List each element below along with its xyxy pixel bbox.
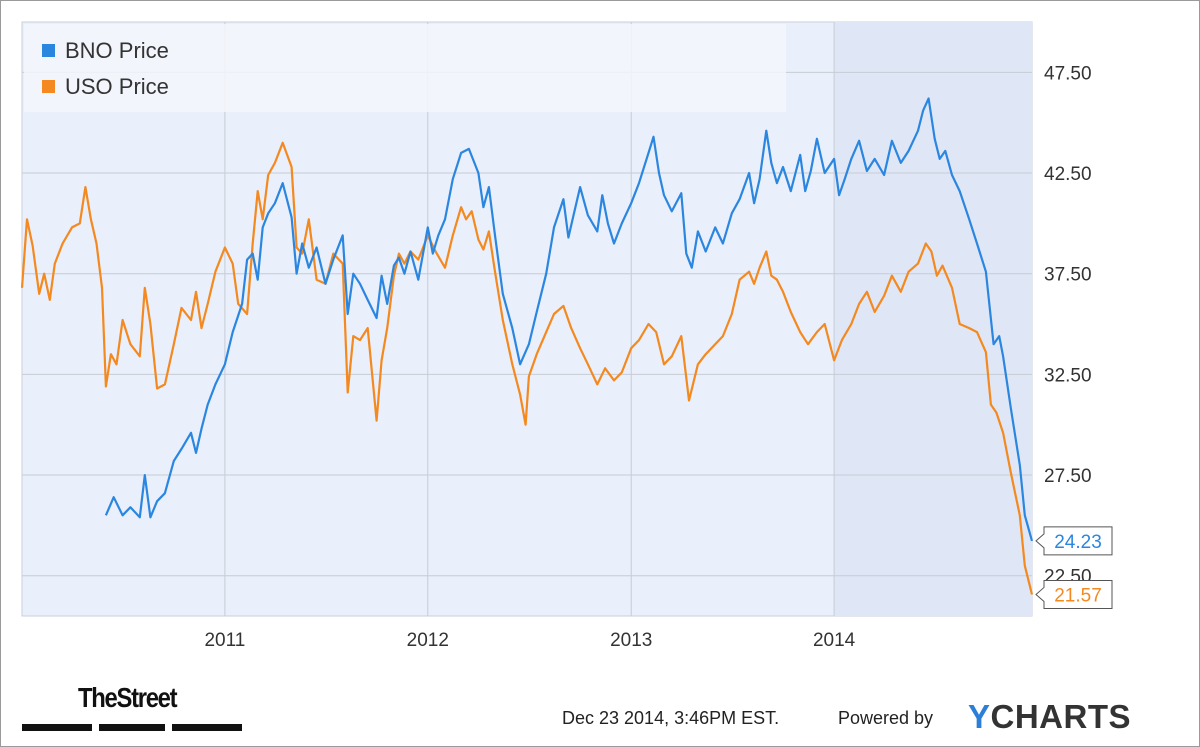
y-tick-label: 47.50 — [1044, 63, 1092, 84]
callout-value: 24.23 — [1054, 532, 1102, 553]
powered-by-text: Powered by — [838, 708, 934, 728]
callout-layer: 24.23 21.57 — [1035, 526, 1113, 609]
x-tick-label: 2014 — [813, 630, 856, 651]
logo-bar — [172, 724, 242, 731]
x-tick-label: 2013 — [610, 630, 652, 651]
ycharts-logo[interactable]: YCHARTS — [968, 698, 1132, 735]
legend-item-bno[interactable]: BNO Price — [42, 38, 169, 64]
y-tick-label: 27.50 — [1044, 466, 1092, 487]
x-tick-label: 2011 — [204, 630, 245, 651]
legend-backdrop — [24, 24, 786, 112]
x-tick-label: 2012 — [407, 630, 449, 651]
legend-item-uso[interactable]: USO Price — [42, 74, 169, 100]
legend-label-bno: BNO Price — [65, 38, 169, 63]
y-tick-label: 42.50 — [1044, 164, 1092, 185]
series-layer — [20, 97, 1034, 595]
y-tick-label: 32.50 — [1044, 365, 1092, 386]
legend-swatch-bno — [42, 44, 55, 57]
series-line-uso — [20, 141, 1034, 595]
callout-box — [1035, 579, 1113, 609]
callout-value: 21.57 — [1054, 585, 1102, 606]
timestamp-text: Dec 23 2014, 3:46PM EST. — [562, 708, 780, 728]
logo-bar — [22, 724, 92, 731]
last-value-callout-bno: 24.23 — [1035, 526, 1113, 556]
callout-box — [1035, 526, 1113, 556]
thestreet-logo[interactable]: TheStreet — [78, 682, 178, 713]
last-value-callout-uso: 21.57 — [1035, 579, 1113, 609]
y-tick-label: 37.50 — [1044, 265, 1092, 286]
legend-label-uso: USO Price — [65, 74, 169, 99]
recent-period-band — [834, 22, 1032, 616]
legend-swatch-uso — [42, 80, 55, 93]
series-line-bno — [104, 97, 1034, 542]
logo-bar — [99, 724, 165, 731]
